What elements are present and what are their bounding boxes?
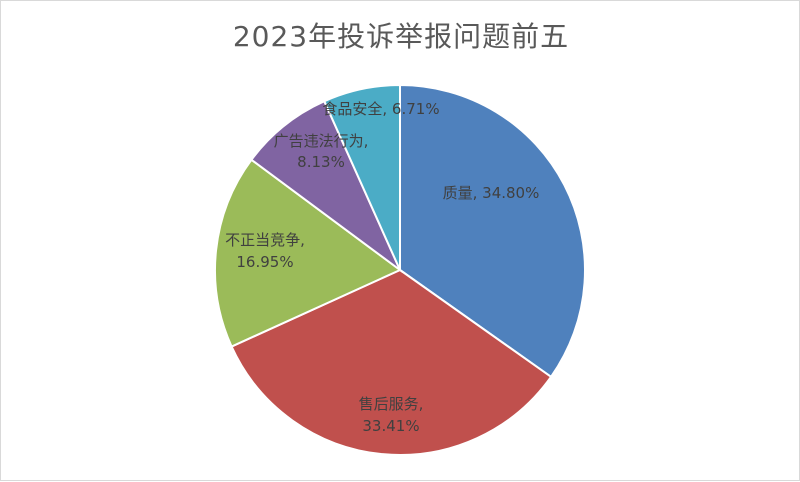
slice-label-1: 质量, 34.80% [443,184,540,202]
slice-label-3: 不正当竞争, 16.95% [225,231,305,271]
pie-slice-2 [230,268,553,456]
pie-slice-1 [399,83,586,379]
pie-slice-4 [250,99,403,274]
pie-slice-3 [214,158,402,348]
slice-label-5: 食品安全, 6.71% [322,100,439,118]
slice-label-4: 广告违法行为, 8.13% [274,132,369,171]
chart-title: 2023年投诉举报问题前五 [232,20,570,53]
pie-slice-5 [322,83,401,271]
slice-label-2: 售后服务, 33.41% [359,395,424,435]
